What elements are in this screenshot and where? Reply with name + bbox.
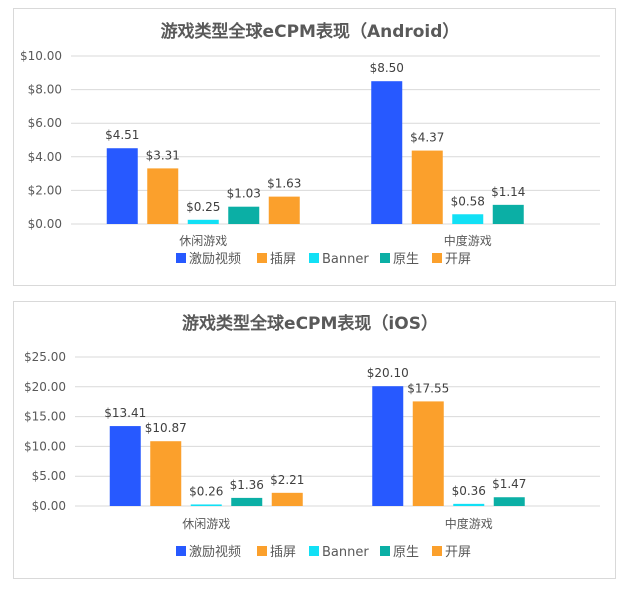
- data-label: $4.37: [410, 131, 444, 145]
- bar-插屏: [150, 441, 182, 506]
- y-tick-label: $2.00: [28, 183, 62, 197]
- data-label: $2.21: [270, 473, 304, 487]
- y-tick-label: $0.00: [28, 217, 62, 231]
- bar-激励视频: [371, 81, 403, 224]
- legend-label: 原生: [393, 252, 419, 267]
- data-label: $0.25: [186, 200, 220, 214]
- legend-swatch: [257, 253, 267, 263]
- legend-swatch: [380, 253, 390, 263]
- legend-label: 激励视频: [189, 252, 241, 267]
- bar-激励视频: [106, 148, 138, 224]
- bar-原生: [492, 204, 524, 224]
- y-tick-label: $20.00: [24, 380, 66, 394]
- bar-原生: [228, 206, 260, 224]
- data-label: $17.55: [407, 381, 449, 395]
- y-tick-label: $5.00: [32, 469, 66, 483]
- data-label: $1.47: [492, 477, 526, 491]
- bar-原生: [231, 497, 263, 506]
- legend-swatch: [432, 253, 442, 263]
- legend-label: 插屏: [270, 545, 296, 560]
- legend-swatch: [432, 546, 442, 556]
- legend-label: 插屏: [270, 252, 296, 267]
- data-label: $13.41: [104, 406, 146, 420]
- data-label: $1.36: [230, 478, 264, 492]
- bar-插屏: [147, 168, 179, 224]
- bar-开屏: [268, 196, 300, 224]
- bar-插屏: [411, 150, 443, 224]
- legend-swatch: [176, 546, 186, 556]
- legend-swatch: [309, 546, 319, 556]
- data-label: $4.51: [105, 128, 139, 142]
- x-category-label: 休闲游戏: [182, 517, 230, 531]
- bar-Banner: [453, 503, 485, 506]
- bar-激励视频: [109, 426, 141, 506]
- data-label: $1.63: [267, 177, 301, 191]
- bar-Banner: [452, 214, 484, 224]
- legend-label: Banner: [322, 545, 369, 560]
- y-tick-label: $15.00: [24, 410, 66, 424]
- y-tick-label: $10.00: [24, 439, 66, 453]
- bar-插屏: [412, 401, 444, 506]
- legend-swatch: [309, 253, 319, 263]
- data-label: $3.31: [146, 148, 180, 162]
- x-category-label: 中度游戏: [445, 516, 493, 531]
- bar-开屏: [271, 492, 303, 506]
- y-tick-label: $8.00: [28, 83, 62, 97]
- legend-label: 开屏: [445, 545, 471, 560]
- data-label: $20.10: [367, 366, 409, 380]
- y-tick-label: $10.00: [20, 49, 62, 63]
- chart-title: 游戏类型全球eCPM表现（Android）: [161, 21, 460, 42]
- legend-swatch: [176, 253, 186, 263]
- x-category-label: 中度游戏: [444, 233, 492, 248]
- y-tick-label: $6.00: [28, 116, 62, 130]
- legend-label: 开屏: [445, 252, 471, 267]
- data-label: $0.26: [189, 484, 223, 498]
- data-label: $8.50: [370, 61, 404, 75]
- bar-激励视频: [372, 386, 404, 506]
- y-tick-label: $4.00: [28, 150, 62, 164]
- data-label: $10.87: [145, 421, 187, 435]
- bar-Banner: [187, 219, 219, 224]
- data-label: $1.14: [491, 185, 525, 199]
- legend-swatch: [257, 546, 267, 556]
- bar-原生: [493, 497, 525, 506]
- x-category-label: 休闲游戏: [179, 234, 227, 248]
- legend-swatch: [380, 546, 390, 556]
- y-tick-label: $25.00: [24, 350, 66, 364]
- data-label: $0.36: [452, 484, 486, 498]
- data-label: $0.58: [451, 194, 485, 208]
- y-tick-label: $0.00: [32, 499, 66, 513]
- android-chart-card: [13, 8, 616, 286]
- legend-label: 激励视频: [189, 545, 241, 560]
- chart-title: 游戏类型全球eCPM表现（iOS）: [182, 313, 438, 334]
- legend-label: Banner: [322, 252, 369, 267]
- legend-label: 原生: [393, 545, 419, 560]
- bar-Banner: [190, 504, 222, 506]
- data-label: $1.03: [227, 187, 261, 201]
